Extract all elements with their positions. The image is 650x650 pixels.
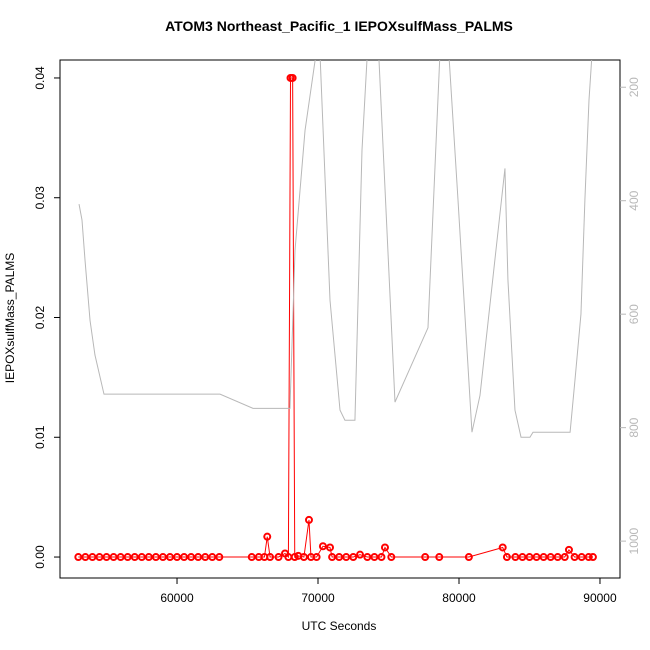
data-point xyxy=(274,553,283,562)
series-line xyxy=(78,77,593,559)
data-point xyxy=(380,543,389,552)
data-point xyxy=(215,553,224,562)
x-tick-label: 60000 xyxy=(160,591,194,605)
data-point xyxy=(165,553,174,562)
data-point xyxy=(328,553,337,562)
data-point xyxy=(498,543,507,552)
data-point xyxy=(342,553,351,562)
data-point xyxy=(532,553,541,562)
data-point xyxy=(435,553,444,562)
data-point xyxy=(109,553,118,562)
data-point xyxy=(387,553,396,562)
data-point xyxy=(577,553,586,562)
data-point xyxy=(116,553,125,562)
x-tick-label: 90000 xyxy=(583,591,617,605)
data-point xyxy=(95,553,104,562)
data-point xyxy=(304,515,313,524)
data-point xyxy=(247,553,256,562)
y-tick-label: 0.01 xyxy=(33,425,47,449)
x-axis-label: UTC Seconds xyxy=(302,619,377,633)
y2-tick-label: 1000 xyxy=(627,527,641,554)
data-point xyxy=(194,553,203,562)
data-point xyxy=(553,553,562,562)
data-point xyxy=(560,553,569,562)
y-tick-label: 0.04 xyxy=(33,66,47,90)
x-tick-label: 80000 xyxy=(442,591,476,605)
data-point xyxy=(370,553,379,562)
data-point xyxy=(263,532,272,541)
chart-title: ATOM3 Northeast_Pacific_1 IEPOXsulfMass_… xyxy=(165,18,513,34)
data-point xyxy=(318,542,327,551)
y2-tick-label: 400 xyxy=(627,190,641,210)
data-point xyxy=(421,553,430,562)
y-axis-label: IEPOXsulfMass_PALMS xyxy=(3,253,17,384)
data-point xyxy=(312,553,321,562)
data-point xyxy=(356,550,365,559)
series-line xyxy=(78,60,593,438)
x-tick-label: 70000 xyxy=(301,591,335,605)
y2-tick-label: 600 xyxy=(627,304,641,324)
data-point xyxy=(208,553,217,562)
data-point xyxy=(266,553,275,562)
data-point xyxy=(518,553,527,562)
plot-frame xyxy=(59,59,621,579)
data-point xyxy=(588,553,597,562)
data-point xyxy=(584,553,593,562)
data-point xyxy=(325,543,334,552)
data-point xyxy=(525,553,534,562)
data-point xyxy=(349,553,358,562)
data-point xyxy=(288,73,297,82)
data-point xyxy=(74,553,83,562)
data-point xyxy=(546,553,555,562)
data-point xyxy=(88,553,97,562)
data-point xyxy=(123,553,132,562)
data-point xyxy=(335,553,344,562)
data-point xyxy=(137,553,146,562)
data-point xyxy=(511,553,520,562)
plot-area xyxy=(74,60,597,562)
data-point xyxy=(144,553,153,562)
y-tick-label: 0.03 xyxy=(33,186,47,210)
data-point xyxy=(81,553,90,562)
data-point xyxy=(173,553,182,562)
y2-tick-label: 800 xyxy=(627,417,641,437)
data-point xyxy=(570,553,579,562)
data-point xyxy=(102,553,111,562)
data-point xyxy=(377,553,386,562)
y-tick-label: 0.00 xyxy=(33,545,47,569)
data-point xyxy=(564,545,573,554)
data-point xyxy=(502,553,511,562)
data-point xyxy=(299,553,308,562)
data-point xyxy=(464,553,473,562)
data-point xyxy=(187,553,196,562)
data-point xyxy=(201,553,210,562)
data-point xyxy=(363,553,372,562)
y-tick-label: 0.02 xyxy=(33,306,47,330)
data-point xyxy=(151,553,160,562)
data-point xyxy=(180,553,189,562)
data-point xyxy=(130,553,139,562)
data-point xyxy=(158,553,167,562)
y2-tick-label: 200 xyxy=(627,77,641,97)
data-point xyxy=(539,553,548,562)
